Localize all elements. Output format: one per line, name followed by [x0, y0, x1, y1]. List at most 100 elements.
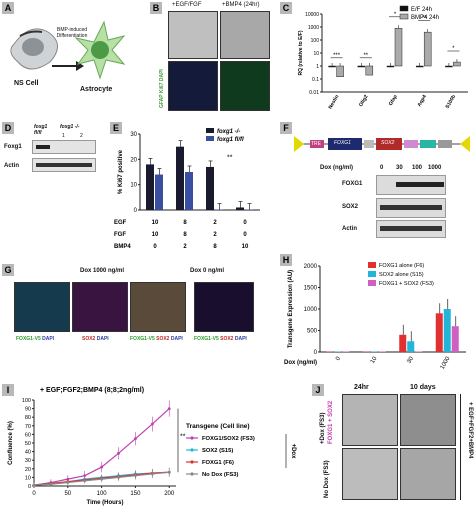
row-nodox-label: No Dox (FS3)	[324, 460, 330, 498]
row-dox-fs3: +Dox (FS3)	[320, 412, 326, 444]
lane-1: 1	[62, 133, 65, 139]
phase-image-bmp4	[220, 11, 270, 59]
dox-30: 30	[396, 165, 403, 171]
fluor-image-nodox	[194, 282, 254, 332]
panel-b: B +EGF/FGF +BMP4 (24hr) GFAP Ki67 DAPI	[150, 0, 270, 112]
x-tick-label: Nestin	[327, 94, 340, 110]
bar	[245, 209, 253, 210]
bar	[423, 31, 432, 67]
data-point	[83, 479, 87, 483]
x-tick-label: 0	[335, 355, 342, 361]
col-10days: 10 days	[410, 384, 436, 391]
bar	[394, 28, 403, 67]
legend-label: No Dox (FS3)	[202, 472, 238, 478]
y-tick-label: 20	[130, 157, 137, 163]
y-tick-label: 20	[25, 467, 31, 473]
x-tick-label: 50	[64, 491, 71, 497]
legend-label: FOXG1 alone (F6)	[379, 263, 424, 269]
y-tick-label: 80	[25, 415, 31, 421]
caption-dapi: DAPI	[170, 336, 183, 342]
x-axis-label: Time (Hours)	[87, 500, 124, 506]
panel-label: I	[2, 384, 14, 396]
lane-2: 2	[80, 133, 83, 139]
y-tick-label: 1500	[304, 286, 318, 292]
panel-h: H 0 500 1000 1500 2000 Transgene Expression (…	[280, 252, 474, 382]
legend-swatch	[368, 262, 376, 268]
legend-label: SOX2 alone (S15)	[379, 272, 424, 278]
y-tick-label: 1	[316, 64, 319, 70]
legend-label: foxg1 -/-	[217, 129, 240, 135]
col-24hr: 24hr	[354, 384, 369, 391]
chart-h: 0 500 1000 1500 2000 Transgene Expression (AU…	[284, 262, 466, 371]
col-header-egf-fgf: +EGF/FGF	[172, 2, 202, 8]
fluor-image-egf	[168, 61, 218, 111]
sig-marker: **	[422, 16, 427, 22]
caption-dapi: DAPI	[96, 336, 109, 342]
table-cell: 8	[183, 232, 187, 238]
construct-foxg1: FOXG1	[334, 140, 351, 146]
panel-f: F TRE FOXG1 SOX2 Dox (ng/ml) 0 30 100 10…	[280, 120, 474, 250]
phase-image-egf	[168, 11, 218, 59]
bar	[326, 351, 334, 352]
bar	[185, 172, 193, 210]
sig-marker: **	[227, 154, 233, 161]
bar	[399, 334, 407, 352]
schematic-cells	[10, 20, 126, 80]
y-tick-label: 1000	[304, 307, 318, 313]
x-tick-label: 30	[406, 355, 415, 364]
bar	[155, 174, 163, 210]
legend-marker	[190, 436, 194, 440]
panel-c: C 0.01 0.1 1 10 100 1000 10000 RQ (relative to …	[280, 0, 474, 118]
bar	[415, 351, 423, 352]
bar	[176, 146, 184, 210]
legend-label: FOXG1 (F6)	[202, 460, 234, 466]
y-tick-label: 0.1	[312, 77, 319, 83]
row-foxg1: Foxg1	[4, 144, 22, 150]
bar	[215, 209, 223, 210]
panel-a: A BMP-induced Differentiation NS Cell As…	[0, 0, 130, 112]
astrocyte-label: Astrocyte	[80, 86, 113, 93]
y-tick-label: 1000	[308, 25, 319, 31]
legend-label: E/F 24h	[411, 7, 432, 13]
bar	[386, 65, 395, 68]
dox-label: Dox (ng/ml)	[320, 165, 353, 171]
table-cell: 0	[243, 220, 247, 226]
table-row-label: FGF	[114, 232, 126, 238]
band	[36, 163, 92, 167]
panel-label: A	[2, 2, 14, 14]
y-tick-label: 50	[25, 441, 31, 447]
bar	[362, 351, 370, 352]
construct-diagram	[294, 136, 470, 152]
chart-i: + EGF;FGF2;BMP4 (8;8;2ng/ml) 0 10 20 30 40 50 6…	[8, 387, 296, 506]
bar	[443, 309, 451, 352]
table-cell: 2	[183, 244, 187, 250]
x-tick-label: Olig2	[358, 94, 370, 108]
bar	[378, 351, 386, 352]
bar	[146, 164, 154, 210]
y-axis-label: RQ (relative to E/F)	[298, 30, 304, 75]
data-point	[66, 477, 70, 481]
y-tick-label: 100	[311, 38, 320, 44]
y-tick-label: 90	[25, 407, 31, 413]
table-cell: 8	[213, 244, 217, 250]
legend-swatch	[206, 128, 214, 133]
y-tick-label: 70	[25, 424, 31, 430]
chart-c: 0.01 0.1 1 10 100 1000 10000 RQ (relative to E/…	[298, 5, 468, 110]
dox-1000: 1000	[428, 165, 442, 171]
side-label: + EGF+FGF2+BMP4	[467, 402, 473, 459]
y-tick-label: 100	[22, 398, 31, 404]
y-tick-label: 30	[25, 458, 31, 464]
bar	[336, 65, 344, 77]
y-tick-label: 10000	[305, 12, 319, 18]
y-tick-label: 0.01	[309, 90, 319, 96]
data-point	[134, 437, 137, 441]
phase-image-nodox-10d	[400, 448, 456, 500]
panel-label: D	[2, 122, 14, 134]
table-cell: 10	[242, 244, 249, 250]
sig-marker: ***	[333, 53, 341, 59]
side-bracket	[460, 394, 461, 500]
band	[380, 226, 442, 231]
x-tick-label: 10	[370, 355, 379, 364]
bar	[445, 65, 453, 68]
panel-i: I + EGF;FGF2;BMP4 (8;8;2ng/ml) 0 10 20 30 40 5…	[0, 382, 304, 507]
